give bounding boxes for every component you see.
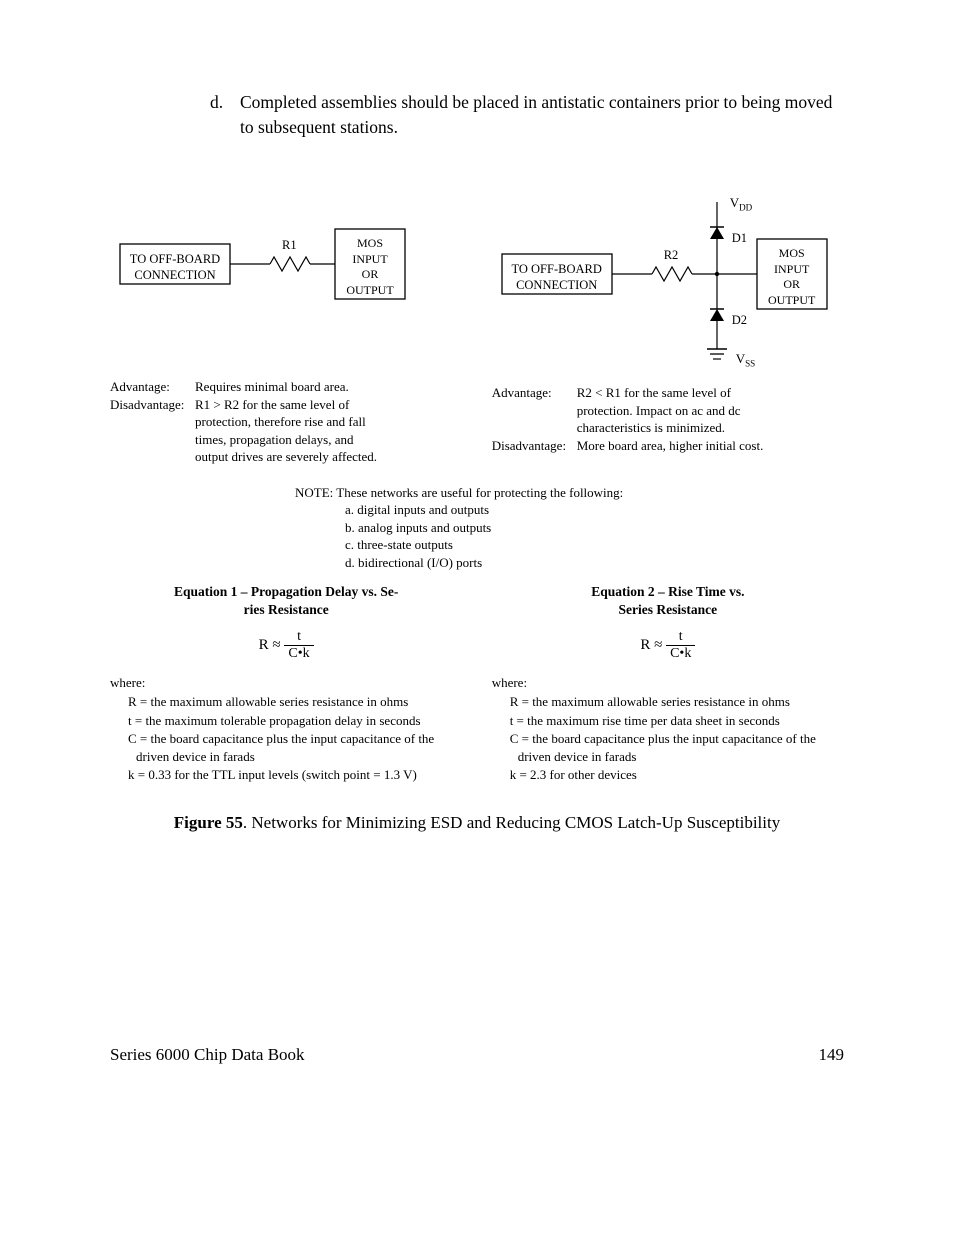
eq1-title-l2: ries Resistance (110, 601, 462, 619)
list-item-d: d. Completed assemblies should be placed… (210, 90, 844, 139)
note-d: d. bidirectional (I/O) ports (345, 554, 844, 572)
c2-box2-l1: MOS (757, 246, 827, 262)
c2-vss: V (736, 351, 745, 366)
equations-row: Equation 1 – Propagation Delay vs. Se- r… (110, 583, 844, 784)
list-marker: d. (210, 90, 240, 139)
c1-dis-l2: protection, therefore rise and fall (195, 413, 377, 431)
equation-1: Equation 1 – Propagation Delay vs. Se- r… (110, 583, 462, 784)
c1-box2-l2: INPUT (335, 252, 405, 268)
c1-adv-text: Requires minimal board area. (195, 378, 349, 396)
eq2-where: where: (492, 674, 844, 692)
c2-adv-l3: characteristics is minimized. (577, 419, 741, 437)
c2-dis-text: More board area, higher initial cost. (577, 437, 764, 455)
eq2-num: t (666, 629, 695, 646)
c2-box2-l3: OR (757, 277, 827, 293)
c2-text-block: Advantage: R2 < R1 for the same level of… (492, 384, 844, 454)
circuit-right: VDD D1 TO OFF-BOARD CONNECTION R2 MOS IN… (492, 189, 844, 466)
c2-adv-l1: R2 < R1 for the same level of (577, 384, 741, 402)
figure-caption: Figure 55. Networks for Minimizing ESD a… (110, 813, 844, 833)
eq1-title-l1: Equation 1 – Propagation Delay vs. Se- (110, 583, 462, 601)
c1-dis-label: Disadvantage: (110, 396, 195, 466)
figure-55: TO OFF-BOARD CONNECTION R1 MOS INPUT OR … (110, 189, 844, 833)
eq2-d1: R = the maximum allowable series resista… (510, 693, 844, 711)
note-header: NOTE: These networks are useful for prot… (295, 484, 844, 502)
note-b: b. analog inputs and outputs (345, 519, 844, 537)
c1-box2-l1: MOS (335, 236, 405, 252)
eq2-where-block: where: R = the maximum allowable series … (492, 674, 844, 784)
eq2-d4: k = 2.3 for other devices (510, 766, 844, 784)
eq2-title-l1: Equation 2 – Rise Time vs. (492, 583, 844, 601)
eq2-lhs: R ≈ (640, 637, 666, 653)
c2-d1: D1 (732, 231, 747, 246)
c1-dis-l1: R1 > R2 for the same level of (195, 396, 377, 414)
c1-box2-l4: OUTPUT (335, 283, 405, 299)
eq2-d3: C = the board capacitance plus the input… (510, 730, 844, 765)
c2-vss-sub: SS (745, 359, 755, 369)
c1-box2-l3: OR (335, 267, 405, 283)
c2-box1-text: TO OFF-BOARD CONNECTION (511, 262, 601, 292)
eq1-d1: R = the maximum allowable series resista… (128, 693, 462, 711)
eq2-title-l2: Series Resistance (492, 601, 844, 619)
c1-dis-l3: times, propagation delays, and (195, 431, 377, 449)
c2-box2-l2: INPUT (757, 262, 827, 278)
c2-vdd: V (730, 195, 739, 210)
c1-box1-text: TO OFF-BOARD CONNECTION (130, 252, 220, 282)
circuit-left: TO OFF-BOARD CONNECTION R1 MOS INPUT OR … (110, 189, 462, 466)
eq2-den: C•k (666, 646, 695, 662)
eq1-lhs: R ≈ (259, 637, 285, 653)
c2-r-label: R2 (664, 248, 679, 263)
eq1-d2: t = the maximum tolerable propagation de… (128, 712, 462, 730)
eq1-where-block: where: R = the maximum allowable series … (110, 674, 462, 784)
c2-adv-label: Advantage: (492, 384, 577, 437)
eq1-d3: C = the board capacitance plus the input… (128, 730, 462, 765)
circuits-row: TO OFF-BOARD CONNECTION R1 MOS INPUT OR … (110, 189, 844, 466)
caption-rest: . Networks for Minimizing ESD and Reduci… (243, 813, 780, 832)
note-a: a. digital inputs and outputs (345, 501, 844, 519)
footer-left: Series 6000 Chip Data Book (110, 1045, 305, 1065)
body-paragraph: d. Completed assemblies should be placed… (110, 90, 844, 139)
c2-adv-l2: protection. Impact on ac and dc (577, 402, 741, 420)
eq1-d4: k = 0.33 for the TTL input levels (switc… (128, 766, 462, 784)
caption-bold: Figure 55 (174, 813, 243, 832)
note-block: NOTE: These networks are useful for prot… (295, 484, 844, 572)
equation-2: Equation 2 – Rise Time vs. Series Resist… (492, 583, 844, 784)
list-text: Completed assemblies should be placed in… (240, 90, 844, 139)
eq2-d2: t = the maximum rise time per data sheet… (510, 712, 844, 730)
c2-box2-l4: OUTPUT (757, 293, 827, 309)
c1-adv-label: Advantage: (110, 378, 195, 396)
eq1-num: t (284, 629, 313, 646)
eq1-formula: R ≈ t C•k (110, 629, 462, 662)
c2-d2: D2 (732, 313, 747, 328)
page: d. Completed assemblies should be placed… (0, 0, 954, 1100)
eq1-den: C•k (284, 646, 313, 662)
c2-vdd-sub: DD (739, 203, 752, 213)
c1-dis-l4: output drives are severely affected. (195, 448, 377, 466)
c1-r-label: R1 (282, 238, 297, 253)
note-c: c. three-state outputs (345, 536, 844, 554)
eq2-formula: R ≈ t C•k (492, 629, 844, 662)
page-footer: Series 6000 Chip Data Book 149 (110, 1045, 844, 1065)
eq1-where: where: (110, 674, 462, 692)
c1-text-block: Advantage: Requires minimal board area. … (110, 378, 462, 466)
c2-dis-label: Disadvantage: (492, 437, 577, 455)
footer-right: 149 (819, 1045, 845, 1065)
